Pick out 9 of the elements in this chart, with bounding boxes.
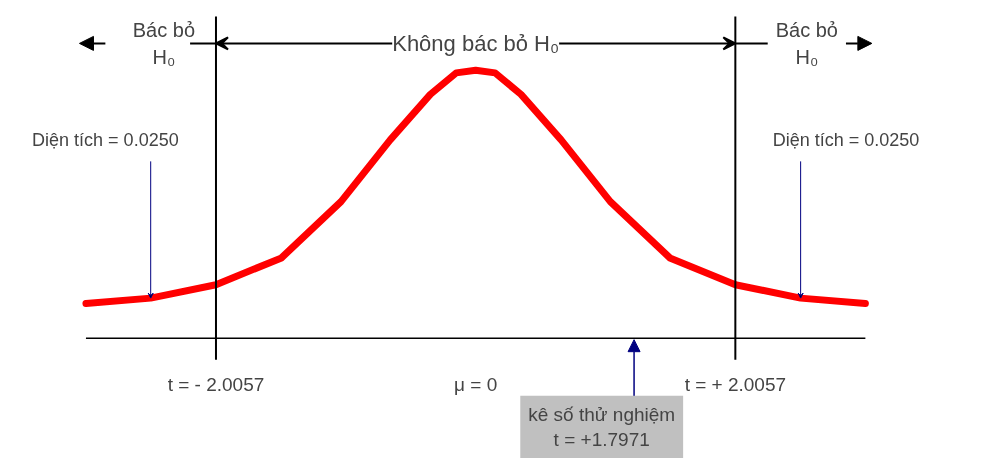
text: Không bác bỏ H₀ [392, 30, 560, 56]
annotation: Diện tích = 0.0250 [32, 129, 179, 150]
text: Bác bỏ H₀ [132, 19, 196, 68]
text: Bác bỏ H₀ [775, 19, 838, 68]
text: kê số thử nghiệm t = +1.7971 [528, 403, 676, 450]
x-tick-label: t = + 2.0057 [684, 374, 787, 396]
annotation: Diện tích = 0.0250 [772, 129, 920, 150]
x-tick-label: t = - 2.0057 [167, 374, 265, 396]
x-tick-label: μ = 0 [454, 374, 498, 396]
